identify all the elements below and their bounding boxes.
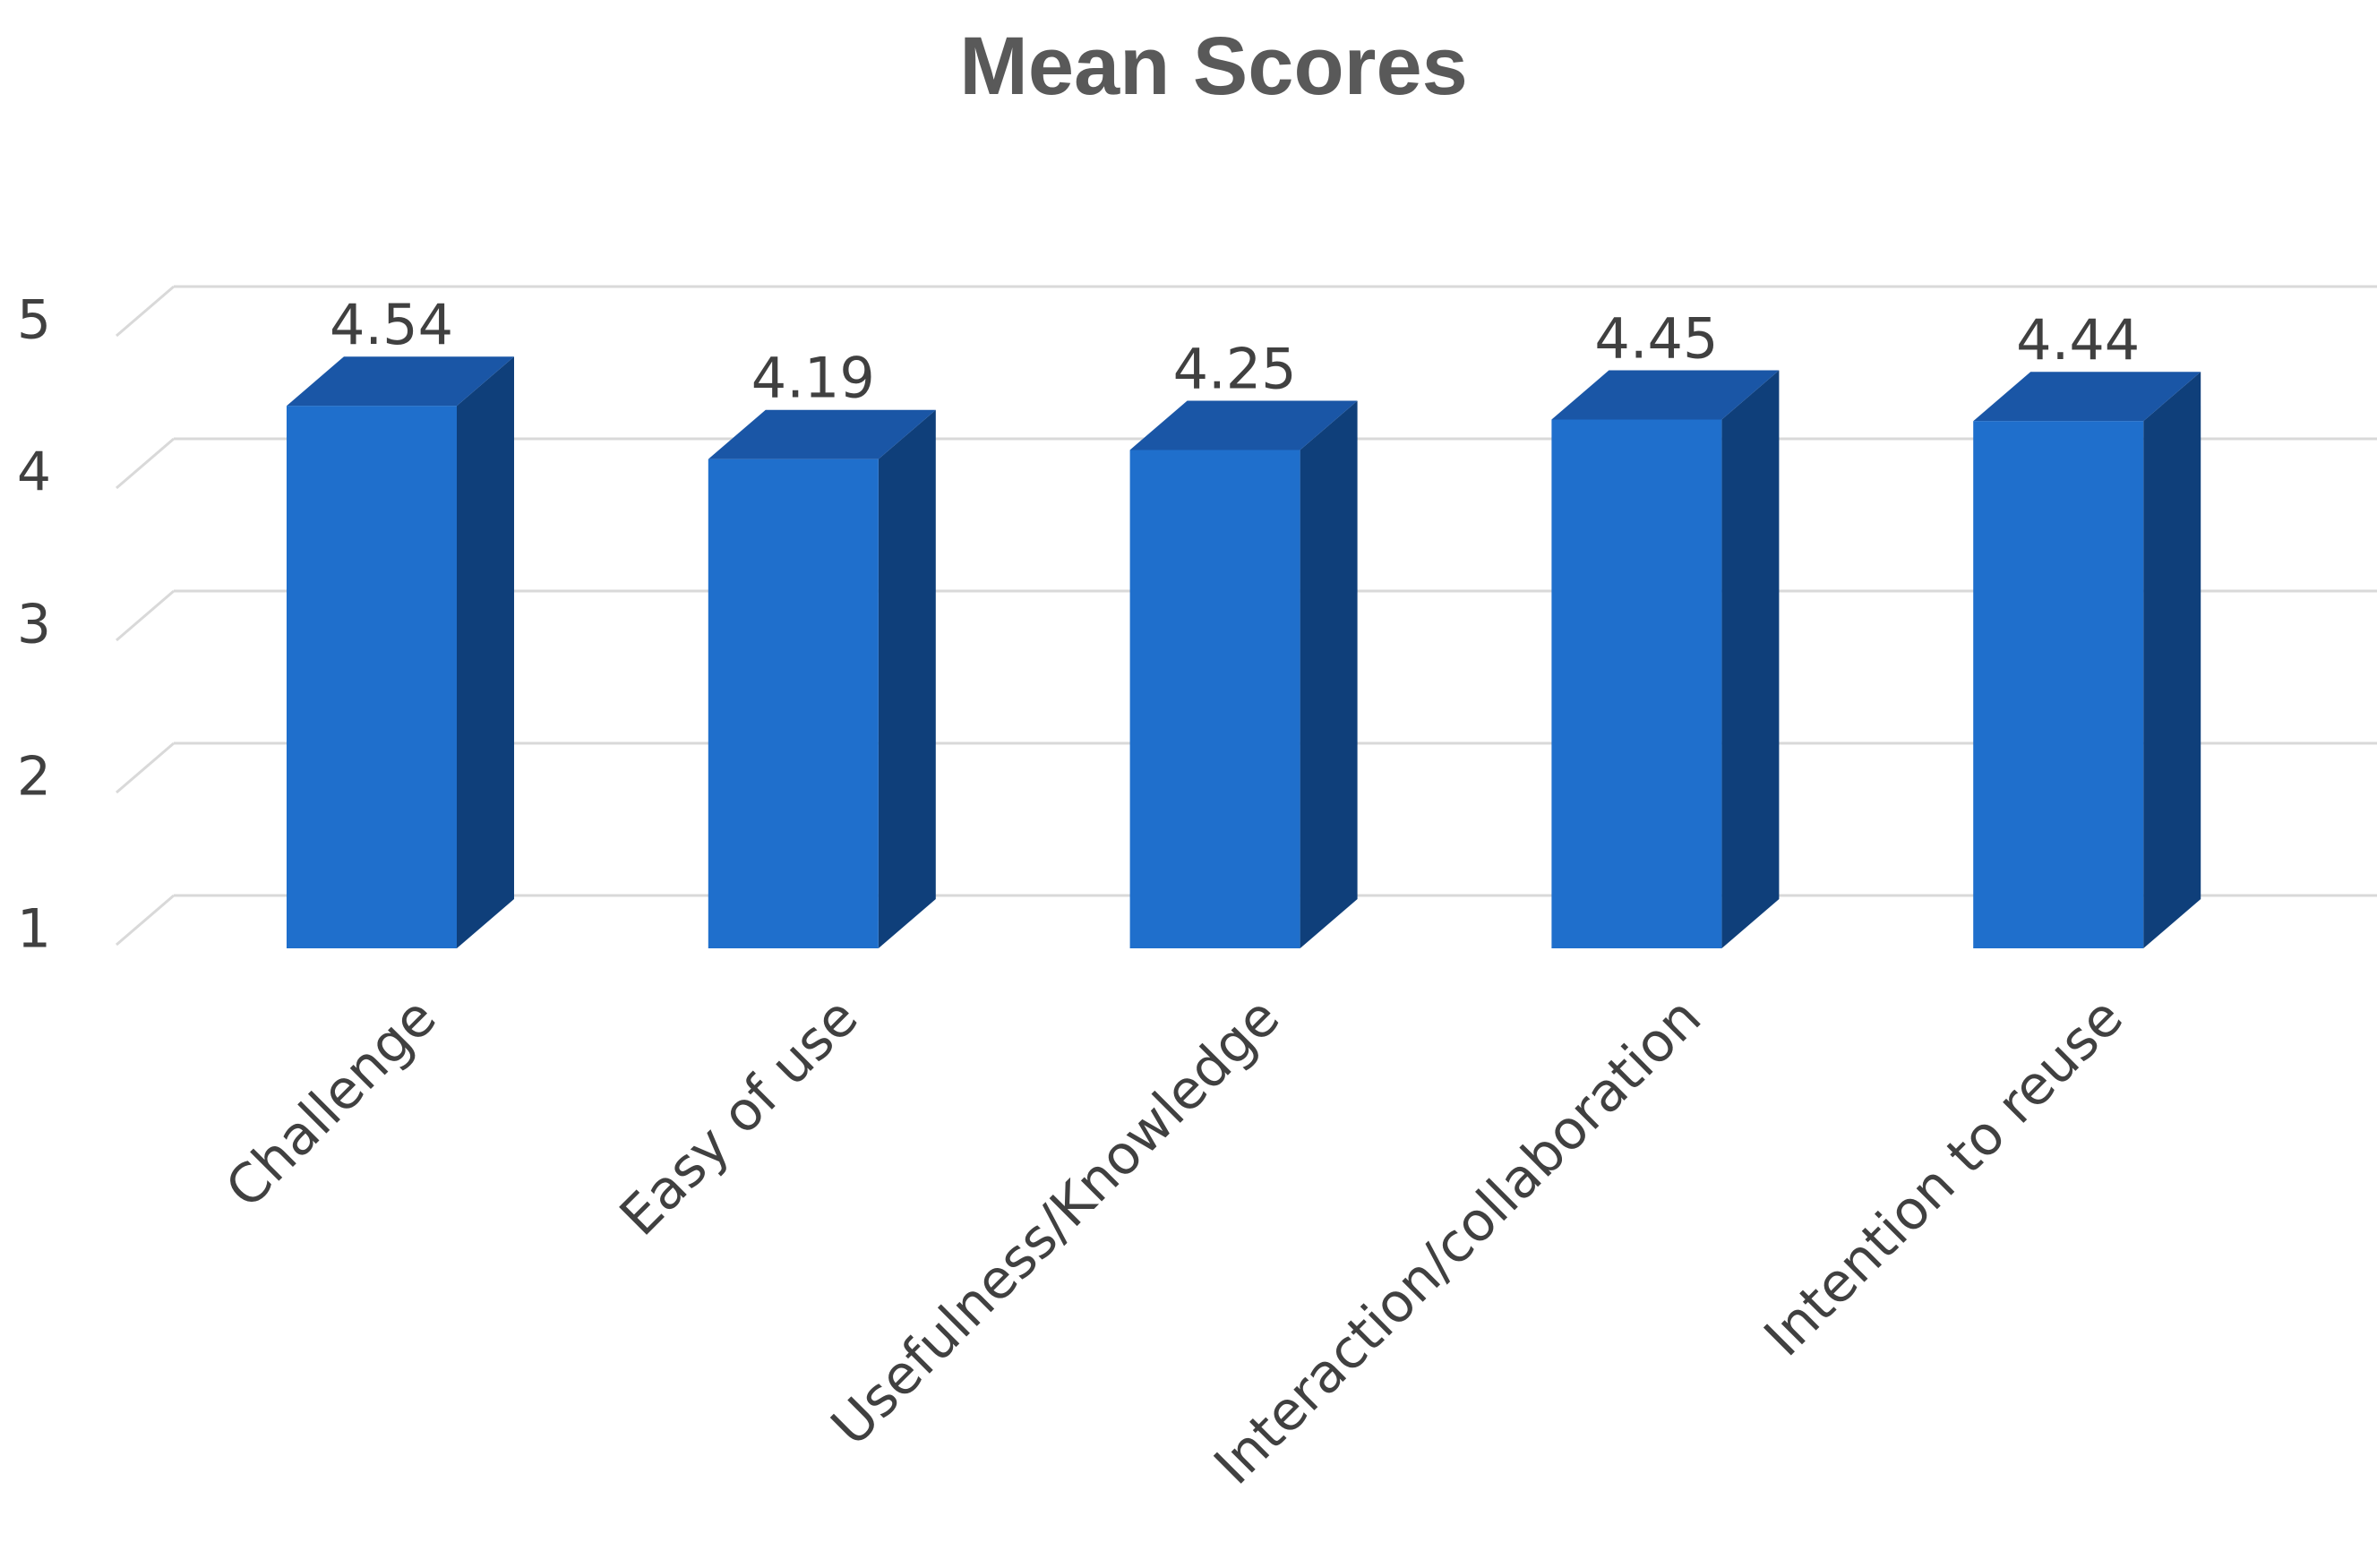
- bar-easy-of-use: [708, 409, 936, 948]
- bar-side-face: [2143, 372, 2201, 948]
- gridline-diagonal: [116, 741, 175, 794]
- y-tick-label: 5: [17, 289, 51, 352]
- bar-usefulness-knowledge: [1129, 400, 1358, 948]
- bars: [287, 356, 2201, 948]
- data-label: 4.44: [2016, 307, 2140, 373]
- bar-top-face: [1129, 400, 1358, 450]
- bar-intention-to-reuse: [1973, 372, 2201, 948]
- bar-side-face: [1300, 400, 1358, 948]
- gridline-diagonal: [116, 285, 175, 338]
- data-label: 4.25: [1173, 337, 1297, 402]
- y-tick-label: 3: [17, 594, 51, 656]
- y-tick-label: 1: [17, 898, 51, 961]
- bar-top-face: [1551, 370, 1780, 420]
- category-labels: Challenge Easy of useUsefulness/Knowledge…: [214, 986, 2135, 1496]
- bar-side-face: [457, 356, 514, 948]
- y-tick-label: 4: [17, 441, 51, 504]
- bar-interaction-collaboration: [1551, 370, 1780, 948]
- bar-front-face: [708, 458, 879, 948]
- category-label: Challenge: [214, 986, 449, 1221]
- data-label: 4.45: [1594, 306, 1718, 372]
- y-tick-label: 2: [17, 746, 51, 809]
- category-label: Interaction/collaboration: [1203, 986, 1713, 1496]
- data-label: 4.19: [751, 346, 875, 411]
- bar-front-face: [1973, 421, 2144, 948]
- bar-front-face: [287, 406, 457, 948]
- bar-side-face: [878, 409, 936, 948]
- data-labels: 4.54 4.19 4.25 4.45 4.44: [330, 292, 2140, 411]
- data-label: 4.54: [330, 292, 453, 357]
- category-label: Easy of use: [608, 986, 870, 1247]
- bar-side-face: [1721, 370, 1780, 948]
- chart-title: Mean Scores: [959, 21, 1468, 112]
- category-label: Usefulness/Knowledge: [820, 986, 1291, 1458]
- bar-top-face: [1973, 372, 2201, 422]
- category-label: Intention to reuse: [1753, 986, 2135, 1368]
- y-axis-ticks: 1 2 3 4 5: [17, 289, 51, 961]
- gridline-diagonal: [116, 437, 175, 490]
- bar-challenge: [287, 356, 514, 948]
- bar-front-face: [1551, 419, 1722, 948]
- gridline-diagonal: [116, 894, 175, 947]
- bar-top-face: [287, 356, 514, 407]
- gridline-diagonal: [116, 589, 175, 642]
- bar-front-face: [1129, 450, 1300, 948]
- bar-top-face: [708, 409, 936, 459]
